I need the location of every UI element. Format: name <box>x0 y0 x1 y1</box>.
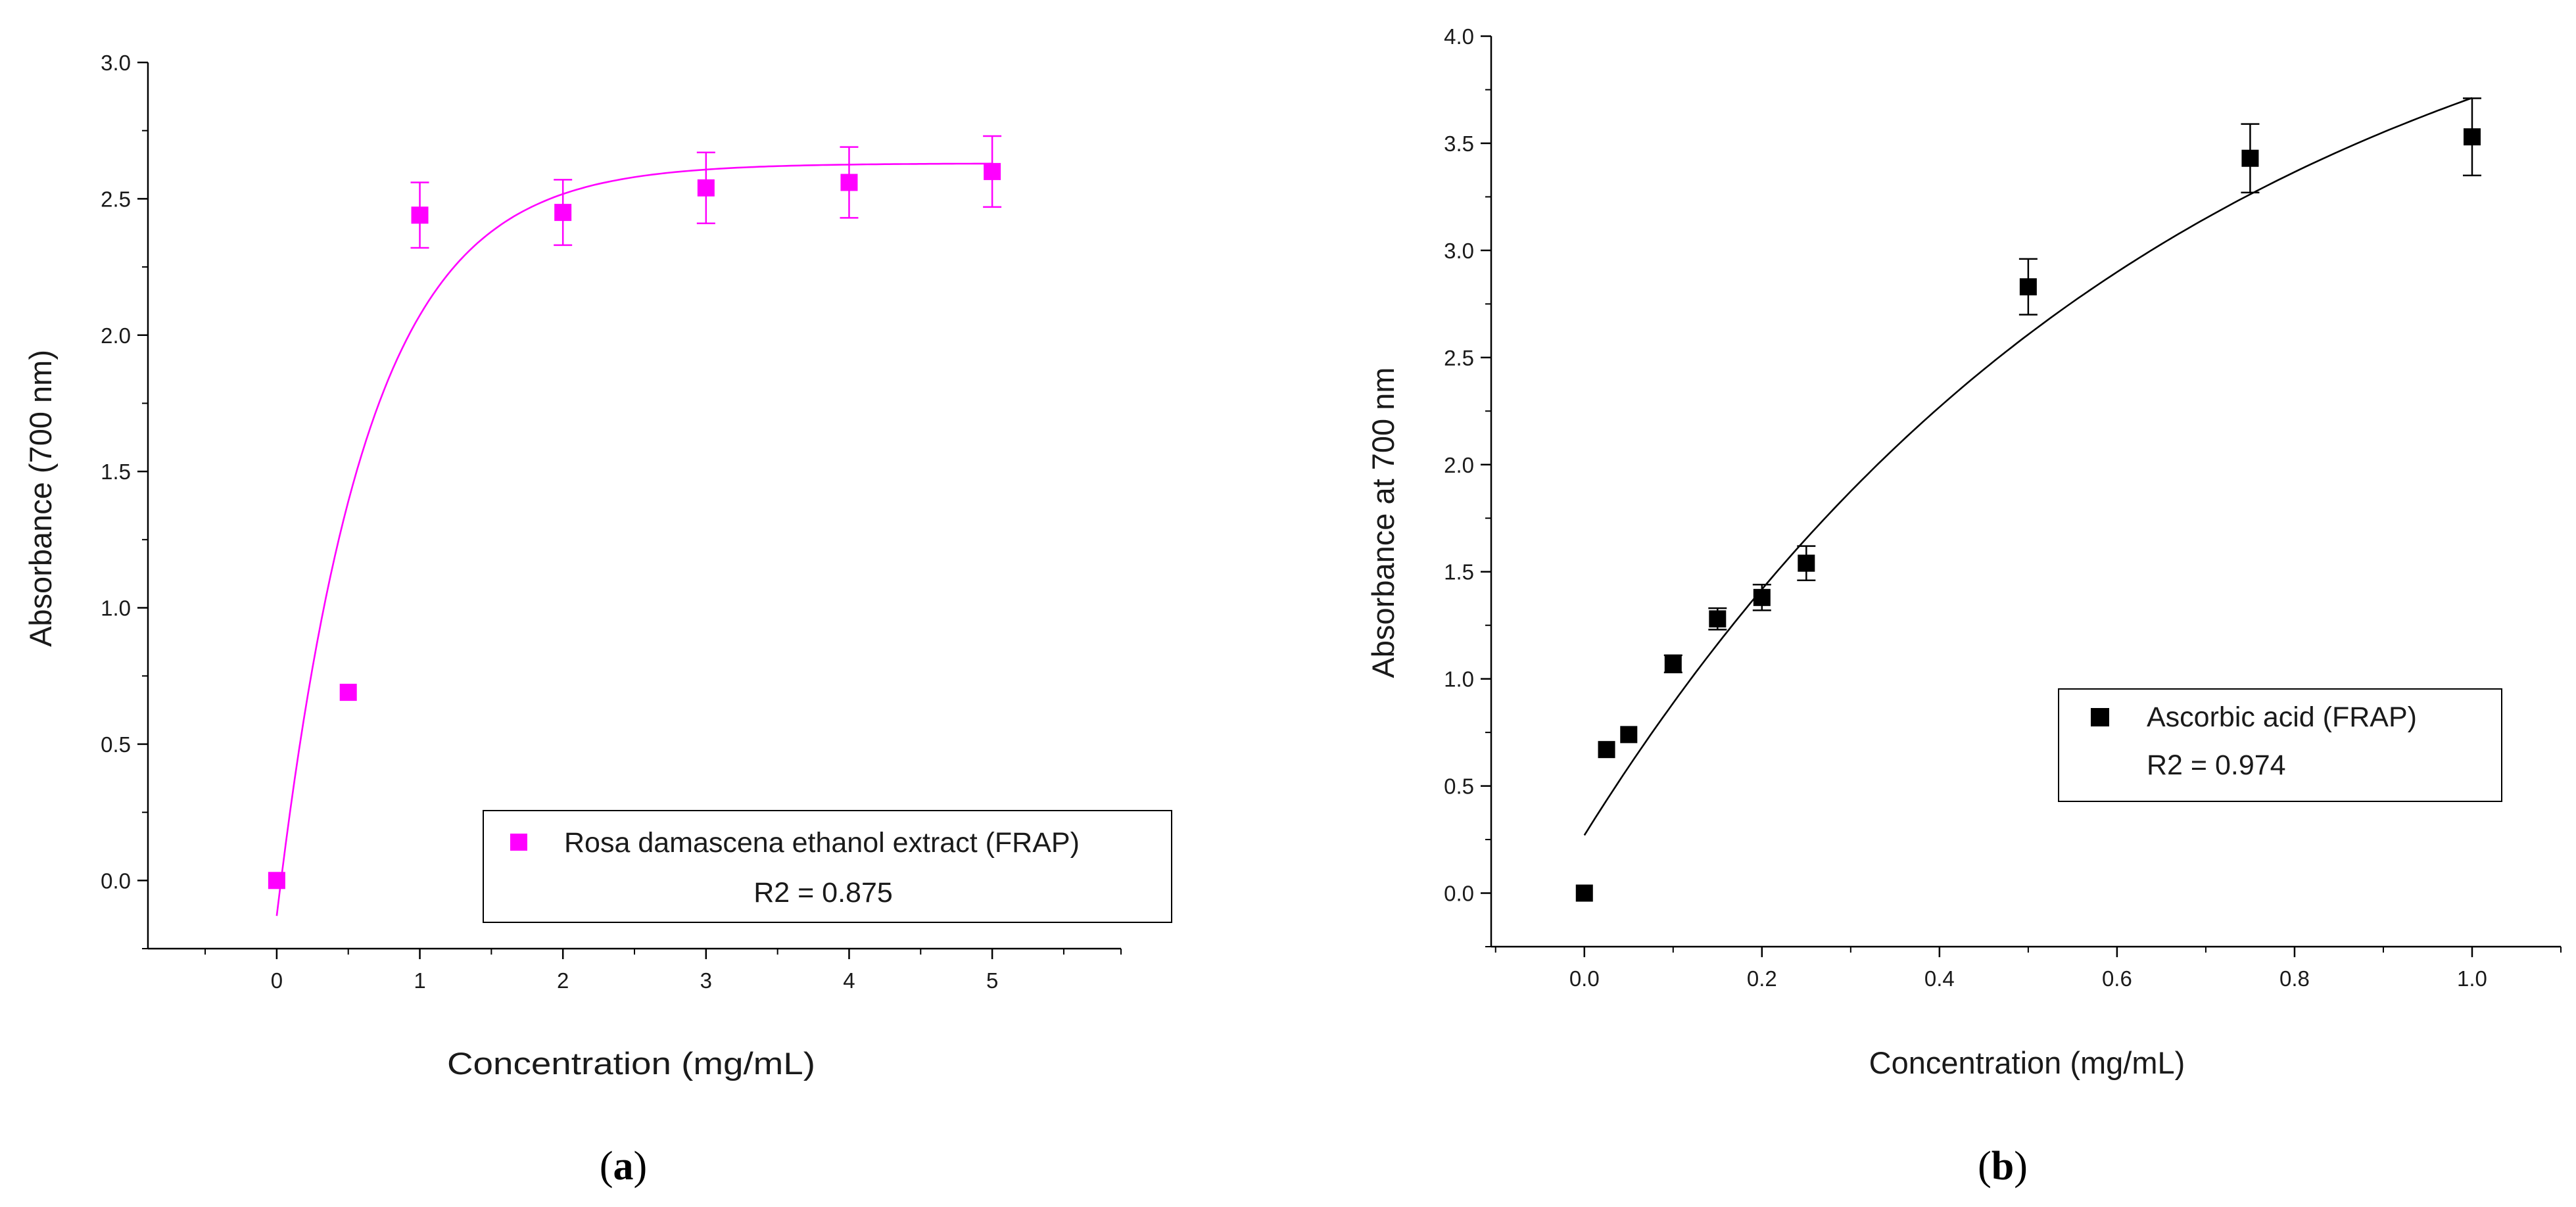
chart-a-legend-stat: R2 = 0.875 <box>753 877 893 909</box>
chart-b-y-tick-label: 2.0 <box>1444 453 1474 477</box>
chart-a-legend-swatch <box>510 834 527 851</box>
chart-b-legend-swatch <box>2091 708 2109 726</box>
chart-a-y-tick-label: 0.5 <box>101 732 131 757</box>
chart-b-legend-stat: R2 = 0.974 <box>2147 749 2286 781</box>
chart-b-data-point <box>1709 610 1727 628</box>
chart-a-data-point <box>840 174 858 191</box>
chart-a-y-tick-label: 0.0 <box>101 868 131 893</box>
chart-a-legend-entry: Rosa damascena ethanol extract (FRAP) <box>564 827 1080 859</box>
chart-b-y-tick-label: 2.5 <box>1444 346 1474 370</box>
chart-b-fit-curve <box>1583 97 2473 836</box>
chart-b-legend-entry: Ascorbic acid (FRAP) <box>2147 701 2417 733</box>
chart-b-data-point <box>2019 278 2037 296</box>
chart-b-panel-letter: b <box>1992 1144 2014 1189</box>
chart-b-x-tick-label: 1.0 <box>2457 966 2487 991</box>
chart-b-x-tick-label: 0.6 <box>2102 966 2132 991</box>
chart-b-y-tick-label: 4.0 <box>1444 24 1474 49</box>
chart-a: 0 1 2 3 4 5 0.0 0.5 1.0 1.5 2.0 2.5 3.0 Rosa damasce… <box>23 51 1172 1189</box>
chart-b-legend-box <box>2058 688 2502 802</box>
chart-b-y-axis-label: Absorbance at 700 nm <box>1366 367 1400 678</box>
chart-b-x-tick-label: 0.2 <box>1747 966 1777 991</box>
chart-a-x-axis-label: Concentration (mg/mL) <box>447 1046 815 1081</box>
chart-b-y-tick-label: 1.5 <box>1444 560 1474 584</box>
chart-b-y-tick-label: 3.0 <box>1444 239 1474 263</box>
chart-a-y-tick-label: 1.0 <box>101 596 131 621</box>
chart-a-x-tick-label: 1 <box>414 968 425 993</box>
chart-b-data-point <box>1753 588 1771 606</box>
chart-b-data-point <box>1798 554 1815 572</box>
chart-b-x-axis-label: Concentration (mg/mL) <box>1869 1045 2185 1080</box>
chart-a-x-tick-label: 2 <box>557 968 569 993</box>
chart-a-panel-letter: a <box>613 1144 634 1189</box>
chart-b: 0.0 0.2 0.4 0.6 0.8 1.0 0.0 0.5 1.0 1.5 2.0 2.5 3.0 3… <box>1366 24 2562 1189</box>
chart-b-panel-label: (b) <box>1978 1144 2028 1189</box>
chart-b-x-tick-label: 0.8 <box>2279 966 2310 991</box>
chart-b-x-tick-label: 0.4 <box>1924 966 1955 991</box>
chart-a-data-point <box>339 684 357 701</box>
chart-b-marks: 0.0 0.2 0.4 0.6 0.8 1.0 0.0 0.5 1.0 1.5 2.0 2.5 3.0 3… <box>1444 24 2562 991</box>
chart-a-x-tick-label: 0 <box>271 968 283 993</box>
chart-a-x-tick-label: 5 <box>986 968 998 993</box>
chart-a-fit-curve <box>275 162 993 916</box>
chart-b-data-point <box>2241 149 2259 167</box>
chart-a-data-point <box>697 179 715 197</box>
chart-a-y-tick-label: 3.0 <box>101 51 131 75</box>
chart-a-legend-box <box>483 810 1172 923</box>
chart-a-data-point <box>268 872 285 889</box>
chart-b-data-point <box>1575 884 1593 902</box>
chart-b-y-tick-label: 3.5 <box>1444 131 1474 156</box>
chart-b-data-point <box>1598 741 1615 759</box>
chart-a-data-point <box>984 162 1001 180</box>
chart-b-data-point <box>2463 128 2481 146</box>
chart-b-x-tick-label: 0.0 <box>1569 966 1600 991</box>
chart-b-data-point <box>1664 655 1682 673</box>
chart-a-y-tick-label: 2.5 <box>101 187 131 211</box>
chart-a-x-tick-label: 4 <box>843 968 855 993</box>
chart-a-x-tick-label: 3 <box>700 968 712 993</box>
chart-b-y-tick-label: 0.5 <box>1444 774 1474 799</box>
chart-a-y-tick-label: 2.0 <box>101 323 131 348</box>
chart-a-panel-label: (a) <box>600 1144 647 1189</box>
chart-a-data-point <box>554 204 572 222</box>
chart-a-y-tick-label: 1.5 <box>101 460 131 484</box>
chart-b-y-tick-label: 0.0 <box>1444 882 1474 906</box>
chart-a-data-point <box>411 206 429 224</box>
chart-a-y-axis-label: Absorbance (700 nm) <box>23 350 58 647</box>
chart-a-marks: 0 1 2 3 4 5 0.0 0.5 1.0 1.5 2.0 2.5 3.0 <box>101 51 1122 993</box>
chart-b-data-point <box>1620 726 1638 744</box>
chart-b-y-tick-label: 1.0 <box>1444 667 1474 692</box>
